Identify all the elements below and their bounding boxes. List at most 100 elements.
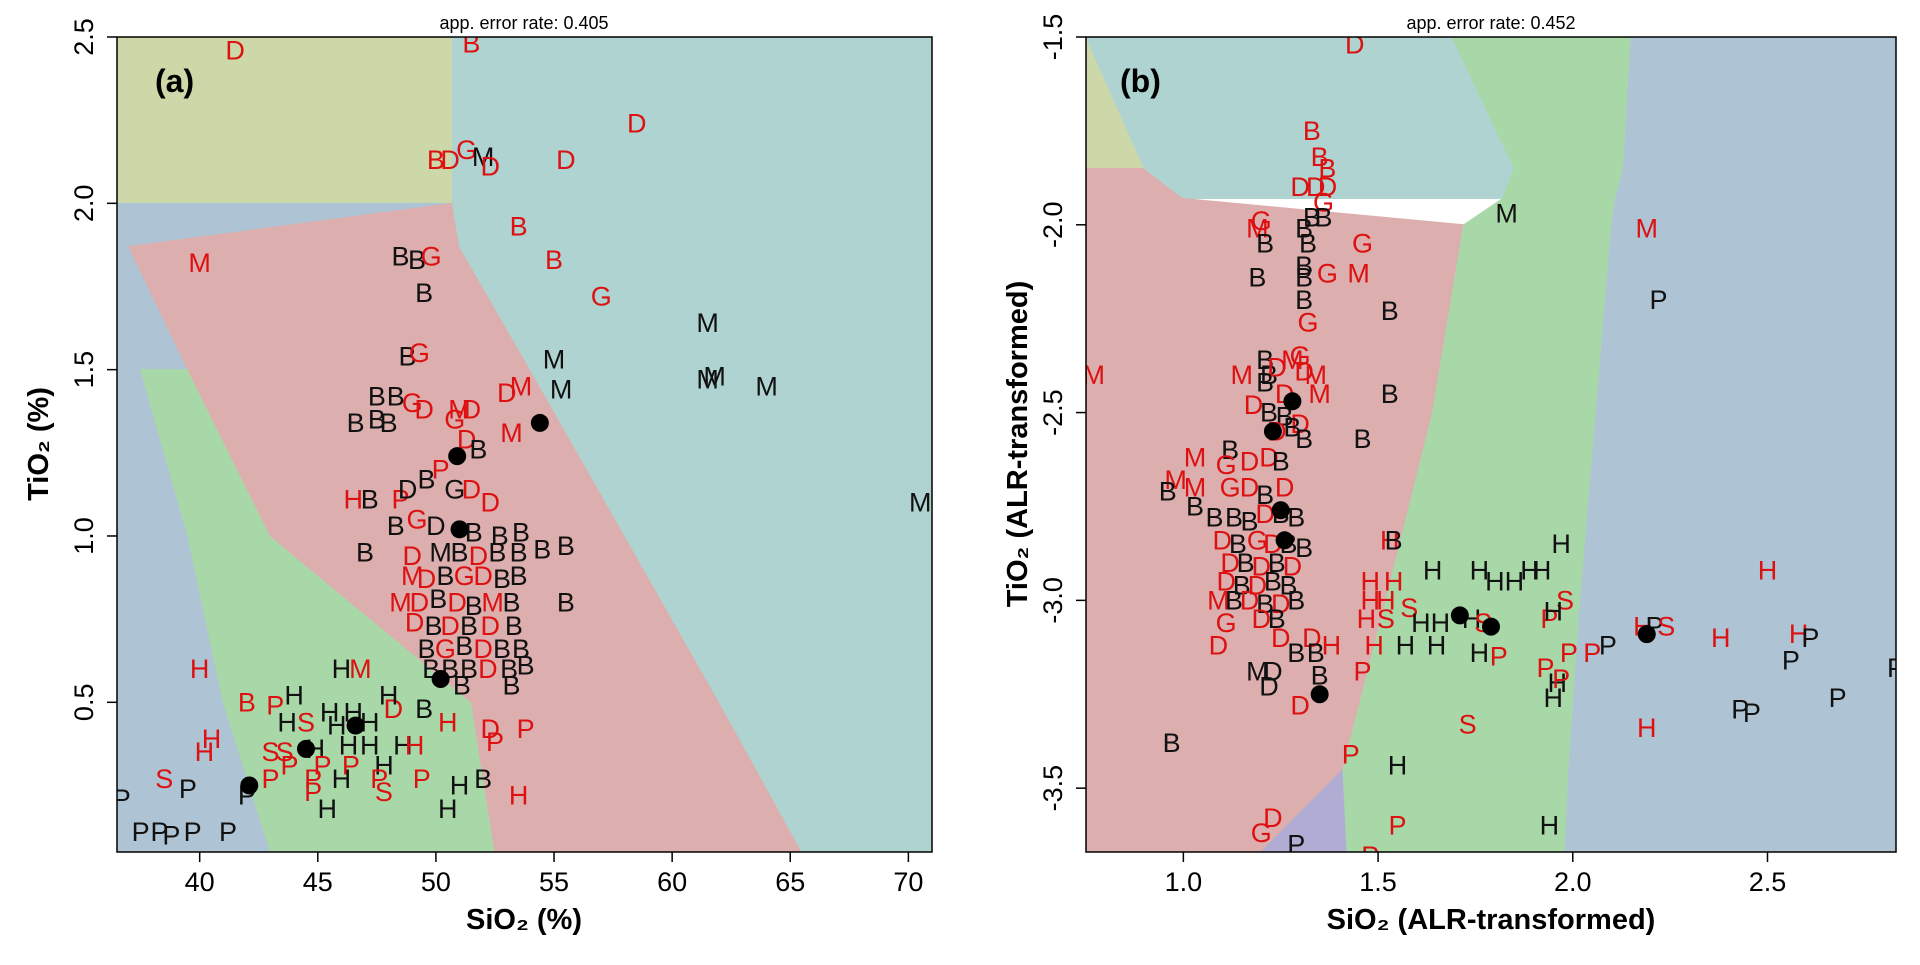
point-label-M: M xyxy=(500,418,523,448)
point-label-H: H xyxy=(1637,713,1657,743)
point-label-H: H xyxy=(1544,683,1564,713)
point-label-H: H xyxy=(1427,630,1447,660)
point-label-P: P xyxy=(1560,638,1578,668)
point-label-D: D xyxy=(1275,473,1295,503)
group-centroid xyxy=(1310,685,1329,704)
point-label-H: H xyxy=(195,737,215,767)
point-label-H: H xyxy=(1758,555,1778,585)
point-label-S: S xyxy=(1400,593,1418,623)
point-label-P: P xyxy=(1353,657,1371,687)
point-label-G: G xyxy=(1216,450,1237,480)
point-label-M: M xyxy=(1184,443,1207,473)
point-label-S: S xyxy=(375,777,393,807)
point-label-H: H xyxy=(1411,608,1431,638)
group-centroid xyxy=(1637,625,1656,644)
group-centroid xyxy=(450,520,469,539)
point-label-H: H xyxy=(509,780,529,810)
point-label-D: D xyxy=(398,474,418,504)
point-label-G: G xyxy=(402,388,423,418)
decision-region-teal xyxy=(624,535,932,703)
point-label-M: M xyxy=(1164,465,1187,495)
decision-region-blue xyxy=(1564,768,1896,852)
point-label-M: M xyxy=(389,588,412,618)
point-label-B: B xyxy=(1381,296,1399,326)
point-label-B: B xyxy=(1256,345,1274,375)
point-label-B: B xyxy=(1295,251,1313,281)
point-label-S: S xyxy=(276,737,294,767)
point-label-B: B xyxy=(1295,533,1313,563)
point-label-D: D xyxy=(1259,672,1279,702)
point-label-B: B xyxy=(1260,360,1278,390)
point-label-M: M xyxy=(1308,379,1331,409)
y-tick-label: 2.5 xyxy=(69,18,99,56)
point-label-H: H xyxy=(1423,555,1443,585)
point-label-D: D xyxy=(417,564,437,594)
point-label-D: D xyxy=(473,634,493,664)
point-label-D: D xyxy=(1271,589,1291,619)
point-label-M: M xyxy=(472,142,495,172)
group-centroid xyxy=(1450,606,1469,625)
panel-a-frame xyxy=(116,36,933,853)
point-label-B: B xyxy=(1256,229,1274,259)
point-label-H: H xyxy=(1380,525,1400,555)
point-label-M: M xyxy=(188,248,211,278)
point-label-P: P xyxy=(280,751,298,781)
point-label-D: D xyxy=(1255,499,1275,529)
point-label-B: B xyxy=(1225,585,1243,615)
point-label-P: P xyxy=(1583,638,1601,668)
decision-region-blue xyxy=(1580,412,1896,601)
point-label-H: H xyxy=(1364,630,1384,660)
point-label-B: B xyxy=(474,764,492,794)
point-label-P: P xyxy=(151,817,169,847)
point-label-H: H xyxy=(450,770,470,800)
point-label-H: H xyxy=(1384,567,1404,597)
point-label-P: P xyxy=(219,817,237,847)
point-label-H: H xyxy=(277,707,297,737)
point-label-P: P xyxy=(179,774,197,804)
point-label-P: P xyxy=(314,751,332,781)
point-label-B: B xyxy=(1287,638,1305,668)
point-label-M: M xyxy=(909,488,932,518)
point-label-B: B xyxy=(545,245,563,275)
panel-a-y-axis: 0.5 1.0 1.5 2.0 2.5 xyxy=(69,18,117,721)
point-label-M: M xyxy=(510,371,533,401)
point-label-D: D xyxy=(1248,570,1268,600)
point-label-B: B xyxy=(417,464,435,494)
decision-region-teal xyxy=(1086,37,1516,169)
point-label-H: H xyxy=(332,764,352,794)
point-label-B: B xyxy=(1163,728,1181,758)
point-label-B: B xyxy=(1241,506,1259,536)
point-label-H: H xyxy=(1551,529,1571,559)
decision-region-green xyxy=(1342,768,1570,852)
point-label-H: H xyxy=(1361,567,1381,597)
point-label-H: H xyxy=(284,681,304,711)
point-label-M: M xyxy=(755,371,778,401)
decision-region-green xyxy=(222,701,496,852)
point-label-D: D xyxy=(403,541,423,571)
point-label-G: G xyxy=(1352,229,1373,259)
point-label-D: D xyxy=(1240,585,1260,615)
point-label-D: D xyxy=(1263,657,1283,687)
point-label-D: D xyxy=(480,611,500,641)
point-label-D: D xyxy=(1306,172,1326,202)
point-label-G: G xyxy=(444,405,465,435)
point-label-D: D xyxy=(497,378,517,408)
point-label-B: B xyxy=(460,654,478,684)
point-label-D: D xyxy=(1294,356,1314,386)
y-tick-label: -3.5 xyxy=(1038,765,1068,812)
point-label-B: B xyxy=(399,341,417,371)
x-tick-label: 70 xyxy=(893,867,923,897)
point-label-B: B xyxy=(462,29,480,59)
point-label-B: B xyxy=(1272,446,1290,476)
y-tick-label: -2.5 xyxy=(1038,389,1068,436)
point-label-B: B xyxy=(1268,604,1286,634)
decision-region-teal xyxy=(529,369,932,537)
point-label-G: G xyxy=(421,242,442,272)
point-label-M: M xyxy=(543,345,566,375)
point-label-H: H xyxy=(374,751,394,781)
point-label-P: P xyxy=(1731,694,1749,724)
point-label-H: H xyxy=(1532,555,1552,585)
point-label-H: H xyxy=(1540,811,1560,841)
point-label-P: P xyxy=(1649,285,1667,315)
